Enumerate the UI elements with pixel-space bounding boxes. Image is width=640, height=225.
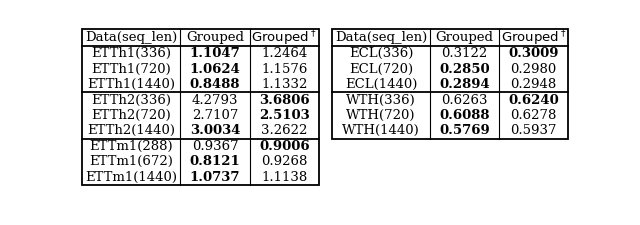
Text: 2.5103: 2.5103 (259, 109, 310, 122)
Text: WTH(1440): WTH(1440) (342, 124, 420, 137)
Text: 0.3009: 0.3009 (509, 47, 559, 61)
Text: ETTh2(720): ETTh2(720) (92, 109, 172, 122)
Text: 3.6806: 3.6806 (259, 94, 310, 107)
Text: ECL(336): ECL(336) (349, 47, 413, 61)
Text: Data(seq_len): Data(seq_len) (335, 31, 427, 44)
Text: 0.6278: 0.6278 (511, 109, 557, 122)
Text: 1.2464: 1.2464 (261, 47, 307, 61)
Text: 0.2948: 0.2948 (511, 78, 557, 91)
Text: 2.7107: 2.7107 (192, 109, 238, 122)
Text: ECL(1440): ECL(1440) (345, 78, 417, 91)
Text: ETTh1(336): ETTh1(336) (92, 47, 172, 61)
Text: Grouped: Grouped (186, 31, 244, 44)
Text: 0.6088: 0.6088 (439, 109, 490, 122)
Bar (83, 29, 319, 185)
Text: ETTh2(336): ETTh2(336) (92, 94, 172, 107)
Text: ETTh1(720): ETTh1(720) (92, 63, 172, 76)
Text: 0.2980: 0.2980 (511, 63, 557, 76)
Text: 1.1576: 1.1576 (261, 63, 307, 76)
Text: 0.5769: 0.5769 (439, 124, 490, 137)
Text: ETTm1(288): ETTm1(288) (90, 140, 173, 153)
Text: 1.0737: 1.0737 (190, 171, 240, 184)
Text: ECL(720): ECL(720) (349, 63, 413, 76)
Text: WTH(336): WTH(336) (346, 94, 416, 107)
Text: 4.2793: 4.2793 (192, 94, 238, 107)
Text: ETTm1(672): ETTm1(672) (90, 155, 173, 168)
Text: 3.0034: 3.0034 (190, 124, 240, 137)
Text: 0.6240: 0.6240 (508, 94, 559, 107)
Text: 0.3122: 0.3122 (442, 47, 488, 61)
Text: WTH(720): WTH(720) (346, 109, 415, 122)
Bar (332, 29, 568, 139)
Text: ETTm1(1440): ETTm1(1440) (85, 171, 177, 184)
Text: 1.1138: 1.1138 (261, 171, 307, 184)
Text: 0.9367: 0.9367 (192, 140, 238, 153)
Text: $\mathrm{Grouped}^\dagger$: $\mathrm{Grouped}^\dagger$ (252, 28, 317, 47)
Text: $\mathrm{Grouped}^\dagger$: $\mathrm{Grouped}^\dagger$ (501, 28, 566, 47)
Text: 0.5937: 0.5937 (511, 124, 557, 137)
Text: 0.8488: 0.8488 (190, 78, 240, 91)
Text: 1.1332: 1.1332 (261, 78, 307, 91)
Text: 1.0624: 1.0624 (189, 63, 241, 76)
Text: ETTh2(1440): ETTh2(1440) (88, 124, 175, 137)
Text: Data(seq_len): Data(seq_len) (85, 31, 177, 44)
Text: 0.9268: 0.9268 (261, 155, 307, 168)
Text: Grouped: Grouped (436, 31, 493, 44)
Text: 0.8121: 0.8121 (189, 155, 241, 168)
Text: 0.9006: 0.9006 (259, 140, 310, 153)
Text: 3.2622: 3.2622 (261, 124, 307, 137)
Text: ETTh1(1440): ETTh1(1440) (88, 78, 175, 91)
Text: 0.2850: 0.2850 (439, 63, 490, 76)
Text: 1.1047: 1.1047 (189, 47, 241, 61)
Text: 0.6263: 0.6263 (442, 94, 488, 107)
Text: 0.2894: 0.2894 (439, 78, 490, 91)
